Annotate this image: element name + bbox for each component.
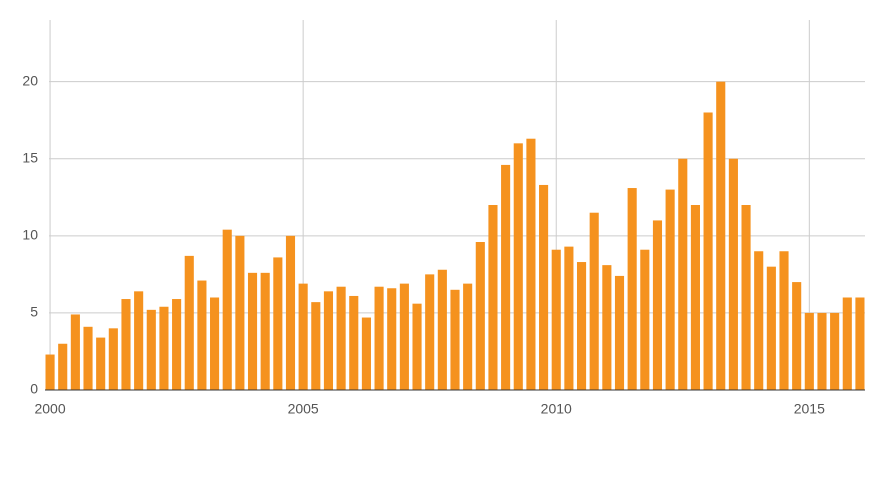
bar [285, 235, 296, 390]
y-tick-label: 5 [30, 304, 38, 320]
bar [690, 205, 700, 390]
bar [70, 314, 80, 390]
bar [45, 354, 55, 390]
bar [134, 291, 144, 390]
bar [412, 303, 422, 390]
bar [83, 326, 93, 390]
bar [576, 262, 587, 390]
bar [475, 242, 485, 390]
bar [716, 81, 726, 391]
bar [817, 312, 827, 390]
bar [273, 257, 283, 390]
bar [349, 295, 359, 390]
bar [539, 184, 549, 390]
bar [513, 143, 523, 390]
bar [437, 269, 447, 390]
bar [652, 220, 663, 390]
bar [108, 328, 118, 390]
bar [678, 158, 688, 390]
bar [766, 266, 776, 390]
bar [564, 246, 574, 390]
y-tick-label: 0 [30, 381, 38, 397]
bar [463, 283, 473, 390]
bar [184, 255, 194, 390]
bar [425, 274, 435, 390]
bar [298, 283, 308, 390]
bar [58, 343, 68, 390]
bar [640, 249, 650, 390]
y-tick-label: 20 [22, 72, 38, 88]
bar [336, 286, 346, 390]
bar [741, 205, 751, 390]
y-tick-label: 10 [22, 227, 38, 243]
bar [374, 286, 384, 390]
bar [399, 283, 409, 390]
bar [361, 317, 371, 390]
bar [96, 337, 106, 390]
bar [804, 312, 814, 390]
bar [387, 288, 397, 390]
bar [260, 272, 270, 390]
bar [614, 275, 625, 390]
bar [792, 282, 802, 390]
bar [311, 302, 321, 390]
x-tick-label: 2015 [794, 401, 825, 417]
bar [551, 249, 561, 390]
y-tick-label: 15 [22, 149, 38, 165]
bar [197, 280, 207, 390]
bar [121, 299, 131, 390]
bar [754, 251, 764, 390]
bar [842, 297, 852, 390]
bar [501, 164, 511, 390]
bar [526, 138, 536, 390]
bar [222, 229, 232, 390]
bar [488, 205, 498, 390]
x-tick-label: 2000 [34, 401, 65, 417]
bar [172, 299, 182, 390]
bar [602, 265, 612, 390]
bar [247, 272, 258, 390]
bar [728, 158, 738, 390]
bar [665, 189, 675, 390]
bar [627, 188, 637, 390]
bar [323, 291, 334, 390]
bar [146, 309, 156, 390]
bar [855, 297, 865, 390]
x-tick-label: 2005 [288, 401, 319, 417]
bar [235, 235, 245, 390]
bar [159, 306, 169, 390]
bar [589, 212, 599, 390]
bar [210, 297, 220, 390]
bar [830, 312, 840, 390]
bar [779, 251, 789, 390]
bar [703, 112, 713, 390]
x-tick-label: 2010 [541, 401, 572, 417]
bar [450, 289, 460, 390]
